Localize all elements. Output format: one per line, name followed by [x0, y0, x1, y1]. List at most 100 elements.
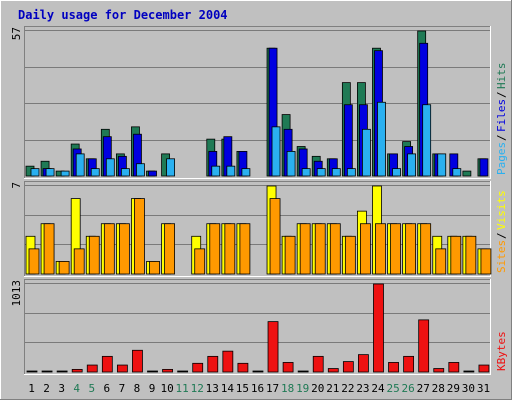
x-tick-label: 29	[447, 382, 460, 395]
bar-pages	[90, 168, 100, 177]
bar-kbytes	[403, 355, 415, 373]
legend-hits: Hits	[495, 63, 508, 90]
bar-kbytes	[237, 362, 249, 373]
x-tick-label: 7	[119, 382, 126, 395]
bar-pages	[30, 168, 40, 177]
panel-kbytes: 1013 KBytes	[10, 279, 508, 375]
bar-sites	[450, 235, 462, 275]
bar-kbytes	[327, 368, 339, 373]
x-tick-label: 6	[104, 382, 111, 395]
bar-kbytes	[147, 370, 158, 373]
x-tick-label: 8	[134, 382, 141, 395]
bar-pages	[226, 165, 236, 177]
bar-kbytes	[463, 370, 475, 373]
bar-sites	[164, 223, 175, 275]
bar-kbytes	[101, 355, 113, 373]
x-tick-label: 20	[311, 382, 324, 395]
bar-pages	[422, 104, 432, 177]
x-tick-label: 14	[221, 382, 235, 395]
x-tick-label: 4	[73, 382, 80, 395]
legend-sites: Sites	[495, 240, 508, 273]
bar-sites	[134, 198, 145, 275]
bar-kbytes	[418, 319, 430, 373]
bar-sites	[375, 223, 386, 275]
panel-visits-sites: 7 Sites/ Visits	[10, 181, 508, 277]
bar-pages	[241, 168, 251, 177]
x-tick-label: 3	[58, 382, 65, 395]
bar-kbytes	[342, 361, 354, 373]
bar-sites	[149, 261, 160, 275]
bar-pages	[346, 168, 356, 177]
bar-kbytes	[373, 283, 384, 373]
bar-sites	[224, 223, 236, 275]
x-tick-label: 1	[28, 382, 35, 395]
x-tick-label: 24	[371, 382, 385, 395]
bar-sites	[269, 198, 281, 275]
legend-visits: Visits	[495, 190, 508, 230]
x-tick-label: 11	[176, 382, 189, 395]
bar-kbytes	[267, 321, 279, 373]
bar-kbytes	[207, 355, 219, 373]
x-tick-label: 19	[296, 382, 309, 395]
bar-files	[343, 104, 353, 177]
bar-sites	[360, 223, 371, 275]
visits-sites-legend-separator: /	[495, 232, 508, 239]
bar-sites	[88, 235, 100, 275]
bar-kbytes	[56, 370, 68, 373]
bar-pages	[316, 168, 326, 177]
x-tick-label: 16	[251, 382, 264, 395]
bar-kbytes	[388, 362, 399, 373]
bar-kbytes	[162, 368, 173, 373]
bar-pages	[120, 168, 130, 177]
bar-kbytes	[358, 354, 369, 373]
bar-pages	[286, 151, 296, 177]
bar-kbytes	[116, 364, 128, 373]
bar-sites	[329, 223, 341, 275]
bar-pages	[211, 165, 221, 177]
x-tick-label: 13	[206, 382, 219, 395]
bar-kbytes	[132, 349, 143, 373]
bar-kbytes	[177, 370, 189, 373]
bar-kbytes	[71, 368, 83, 373]
bar-pages	[437, 153, 447, 177]
x-tick-label: 25	[386, 382, 399, 395]
bar-kbytes	[312, 355, 324, 373]
bar-sites	[103, 223, 115, 275]
bar-pages	[105, 158, 115, 177]
bar-sites	[299, 223, 311, 275]
x-tick-label: 17	[266, 382, 279, 395]
x-tick-label: 2	[43, 382, 50, 395]
bar-pages	[362, 128, 371, 177]
bar-kbytes	[192, 362, 204, 373]
legend-kbytes: KBytes	[495, 331, 508, 371]
x-tick-label: 15	[236, 382, 249, 395]
bar-sites	[284, 235, 296, 275]
x-tick-label: 30	[462, 382, 475, 395]
bar-sites	[239, 223, 251, 275]
bar-hits	[462, 170, 472, 177]
legend-files: Files	[495, 99, 508, 132]
bar-sites	[118, 223, 130, 275]
bar-sites	[420, 223, 432, 275]
bar-kbytes	[86, 364, 98, 373]
bar-sites	[58, 261, 70, 275]
x-tick-label: 26	[402, 382, 415, 395]
bar-kbytes	[297, 370, 309, 373]
bar-sites	[73, 248, 85, 275]
kbytes-ymax-label: 1013	[10, 280, 23, 307]
bar-kbytes	[26, 370, 38, 373]
bar-kbytes	[282, 362, 294, 373]
x-tick-label: 27	[417, 382, 430, 395]
x-tick-label: 28	[432, 382, 445, 395]
x-tick-label: 10	[160, 382, 173, 395]
bar-sites	[344, 235, 356, 275]
chart-title: Daily usage for December 2004	[18, 8, 228, 22]
bar-files	[148, 170, 157, 177]
bar-kbytes	[433, 368, 445, 373]
x-tick-label: 21	[326, 382, 339, 395]
bar-files	[479, 158, 489, 177]
bar-kbytes	[448, 362, 460, 373]
hits-files-pages-legend-separator: /	[495, 134, 508, 141]
x-tick-label: 18	[281, 382, 294, 395]
